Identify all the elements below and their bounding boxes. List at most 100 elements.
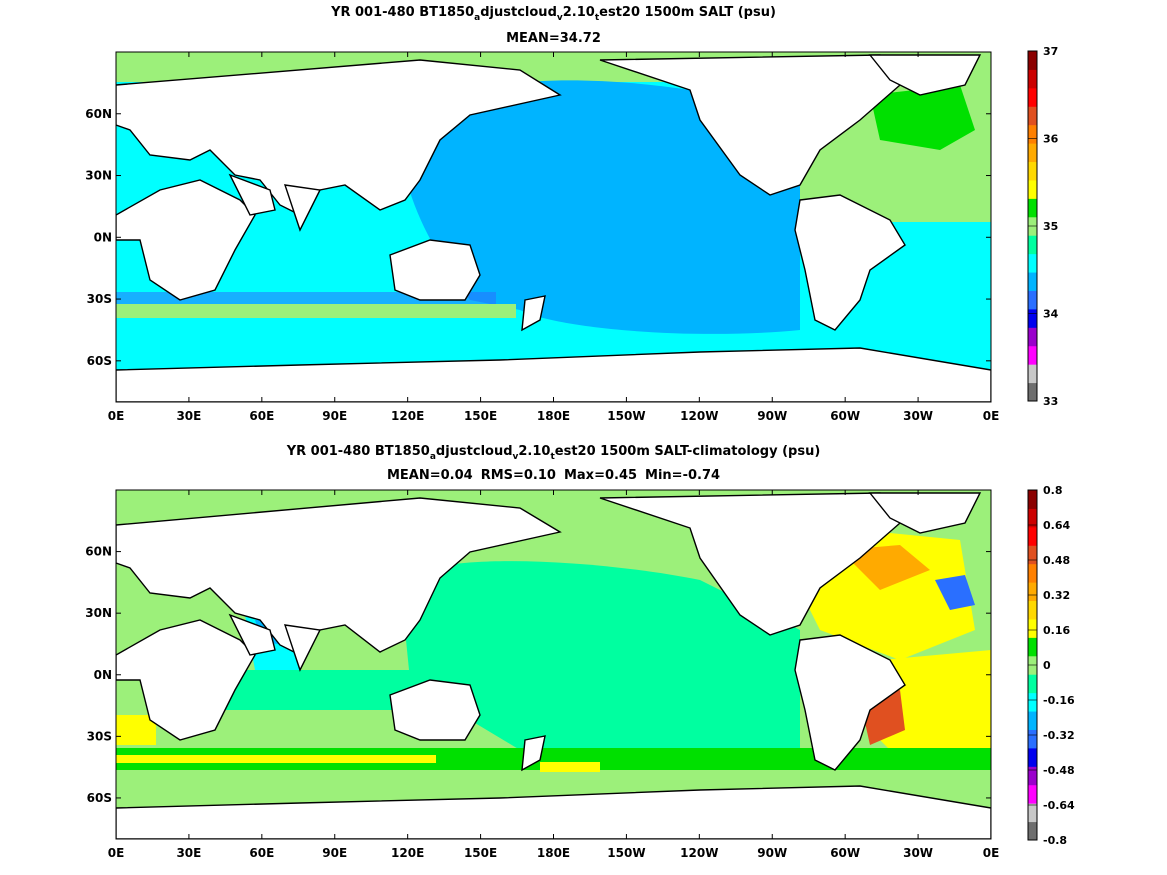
colorbar-swatch <box>1028 124 1037 144</box>
region-southern-green <box>116 304 516 318</box>
stat-rms: RMS=0.10 <box>480 468 556 483</box>
y-tick-label: 30N <box>85 606 112 620</box>
colorbar-label: 34 <box>1043 308 1059 321</box>
colorbar-swatch <box>1028 87 1037 107</box>
colorbar-swatch <box>1028 382 1037 402</box>
x-tick-label: 30W <box>903 409 933 423</box>
bottom-chart-title: YR 001-480 BT1850adjustcloudv2.10test20 … <box>286 444 821 462</box>
colorbar-label: -0.8 <box>1043 834 1067 847</box>
x-tick-label: 60E <box>249 409 274 423</box>
colorbar-swatch <box>1028 106 1037 126</box>
land-africa <box>116 619 256 741</box>
land-australia <box>389 679 481 741</box>
y-tick-label: 0N <box>94 668 112 682</box>
x-tick-label: 60E <box>249 846 274 860</box>
top-chart-title: YR 001-480 BT1850adjustcloudv2.10test20 … <box>331 5 776 23</box>
region-pacific <box>400 80 800 334</box>
colorbar-label: -0.16 <box>1043 694 1075 707</box>
y-tick-label: 0N <box>94 230 112 244</box>
colorbar-label: 0.32 <box>1043 589 1070 602</box>
colorbar-label: 0.8 <box>1043 484 1063 497</box>
colorbar-swatch <box>1028 179 1037 199</box>
colorbar-label: 0.64 <box>1043 519 1070 532</box>
region-pacific-anomaly <box>400 561 800 760</box>
colorbar-swatch <box>1028 235 1037 255</box>
colorbar-swatch <box>1028 747 1037 767</box>
x-tick-label: 90E <box>322 846 347 860</box>
x-tick-label: 0E <box>983 846 1000 860</box>
colorbar-label: -0.48 <box>1043 764 1075 777</box>
y-tick-label: 30S <box>87 292 112 306</box>
land-south-america <box>794 634 906 771</box>
colorbar-swatch <box>1028 290 1037 310</box>
x-tick-label: 120W <box>680 409 718 423</box>
colorbar-swatch <box>1028 143 1037 163</box>
bottom-map-panel: 0E 30E 60E 90E 120E 150E 180E 150W 120W 90W 60W 30W… <box>85 484 1075 860</box>
land-india <box>283 184 322 232</box>
x-tick-label: 120W <box>680 846 718 860</box>
x-tick-label: 0E <box>108 846 125 860</box>
region-southern-ocean-yellow <box>116 755 436 763</box>
colorbar-swatch <box>1028 198 1037 218</box>
colorbar-swatch <box>1028 545 1037 565</box>
colorbar-swatch <box>1028 711 1037 730</box>
region-north-atlantic-cold <box>935 575 975 610</box>
land-greenland <box>868 492 982 534</box>
colorbar-swatch <box>1028 821 1037 841</box>
land-new-zealand <box>521 735 546 772</box>
colorbar-label: -0.32 <box>1043 729 1075 742</box>
colorbar-swatch <box>1028 766 1037 786</box>
colorbar-swatch <box>1028 327 1037 347</box>
stat-max: Max=0.45 <box>563 468 638 483</box>
colorbar-swatch <box>1028 364 1037 384</box>
colorbar-label: 35 <box>1043 220 1058 233</box>
colorbar-swatch <box>1028 729 1037 749</box>
colorbar-swatch <box>1028 69 1037 89</box>
colorbar-swatch <box>1028 803 1037 823</box>
colorbar-label: 36 <box>1043 133 1059 146</box>
colorbar-label: 37 <box>1043 45 1058 58</box>
x-tick-label: 150E <box>464 846 497 860</box>
land-arabia <box>228 173 276 216</box>
y-tick-label: 60S <box>87 791 112 805</box>
x-tick-label: 90W <box>757 846 787 860</box>
region-southern-ocean-band <box>116 748 991 770</box>
x-tick-label: 30E <box>176 409 201 423</box>
colorbar-swatch <box>1028 692 1037 712</box>
colorbar-swatch <box>1028 784 1037 804</box>
colorbar-swatch <box>1028 308 1037 328</box>
colorbar-label: -0.64 <box>1043 799 1075 812</box>
colorbar-swatch <box>1028 490 1037 509</box>
x-tick-label: 150E <box>464 409 497 423</box>
colorbar-swatch <box>1028 345 1037 365</box>
x-tick-label: 120E <box>391 846 424 860</box>
x-tick-label: 30W <box>903 846 933 860</box>
y-tick-label: 60N <box>85 107 112 121</box>
colorbar-swatch <box>1028 272 1037 291</box>
x-tick-label: 60W <box>830 846 860 860</box>
y-tick-label: 60S <box>87 354 112 368</box>
x-tick-label: 90E <box>322 409 347 423</box>
top-chart-subtitle: MEAN=34.72 <box>506 31 601 46</box>
colorbar-swatch <box>1028 582 1037 602</box>
top-map-panel: 0E 30E 60E 90E 120E 150E 180E 150W 120W 90W 60W 30W… <box>85 45 1059 423</box>
land-arabia <box>228 613 276 656</box>
x-tick-label: 0E <box>108 409 125 423</box>
colorbar-swatch <box>1028 674 1037 694</box>
colorbar-swatch <box>1028 508 1037 528</box>
colorbar-label: 0.48 <box>1043 554 1070 567</box>
colorbar-swatch <box>1028 161 1037 181</box>
x-tick-label: 150W <box>607 846 645 860</box>
land-new-zealand <box>521 295 546 332</box>
x-tick-label: 180E <box>537 409 570 423</box>
x-tick-label: 180E <box>537 846 570 860</box>
stat-min: Min=-0.74 <box>645 468 721 483</box>
land-africa <box>116 179 256 301</box>
colorbar-label: 0 <box>1043 659 1051 672</box>
land-greenland <box>868 54 982 96</box>
x-tick-label: 0E <box>983 409 1000 423</box>
colorbar-swatch <box>1028 526 1037 546</box>
region-southern-stripe <box>116 292 496 304</box>
stat-mean: MEAN=0.04 <box>386 468 473 483</box>
region-north-atlantic-core <box>870 85 975 150</box>
